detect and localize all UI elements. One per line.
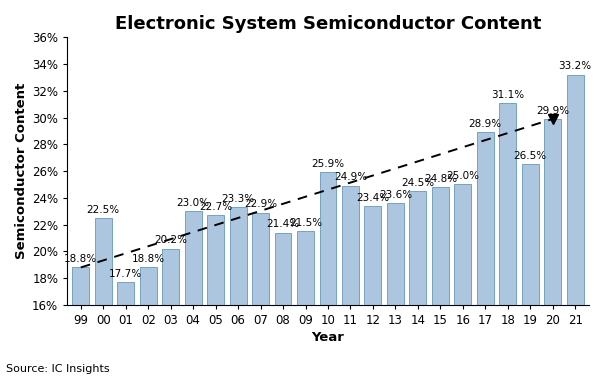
Text: 23.6%: 23.6% bbox=[379, 190, 412, 200]
Bar bbox=[544, 119, 561, 305]
Bar bbox=[477, 132, 494, 305]
Text: 22.9%: 22.9% bbox=[244, 199, 277, 209]
Bar bbox=[454, 184, 471, 305]
Text: 21.4%: 21.4% bbox=[266, 219, 300, 229]
Text: 23.3%: 23.3% bbox=[221, 194, 255, 204]
Text: 17.7%: 17.7% bbox=[109, 269, 142, 279]
Text: 24.5%: 24.5% bbox=[401, 178, 434, 188]
Bar bbox=[140, 268, 157, 305]
Text: 24.9%: 24.9% bbox=[334, 172, 367, 183]
Y-axis label: Semiconductor Content: Semiconductor Content bbox=[15, 83, 28, 259]
Bar bbox=[432, 187, 449, 305]
Bar bbox=[185, 211, 202, 305]
Bar bbox=[230, 207, 246, 305]
Text: 28.9%: 28.9% bbox=[469, 119, 502, 129]
Text: 26.5%: 26.5% bbox=[514, 151, 547, 161]
Text: 31.1%: 31.1% bbox=[491, 90, 524, 99]
Bar bbox=[275, 233, 291, 305]
Bar bbox=[162, 249, 179, 305]
Bar bbox=[252, 212, 269, 305]
Text: 23.4%: 23.4% bbox=[356, 192, 390, 203]
Bar bbox=[72, 268, 89, 305]
Bar bbox=[320, 172, 336, 305]
Bar bbox=[567, 75, 584, 305]
Text: 22.7%: 22.7% bbox=[199, 202, 232, 212]
Bar bbox=[95, 218, 112, 305]
Text: 18.8%: 18.8% bbox=[64, 254, 97, 264]
Text: 23.0%: 23.0% bbox=[177, 198, 210, 208]
Bar bbox=[387, 203, 404, 305]
Bar bbox=[342, 186, 359, 305]
Bar bbox=[207, 215, 224, 305]
Text: 20.2%: 20.2% bbox=[154, 235, 187, 245]
Title: Electronic System Semiconductor Content: Electronic System Semiconductor Content bbox=[115, 15, 541, 33]
Text: 25.0%: 25.0% bbox=[446, 171, 479, 181]
Bar bbox=[297, 231, 314, 305]
Bar bbox=[364, 206, 381, 305]
Bar bbox=[499, 103, 516, 305]
Bar bbox=[522, 164, 539, 305]
Text: 29.9%: 29.9% bbox=[536, 105, 569, 116]
Bar bbox=[409, 191, 426, 305]
Text: 22.5%: 22.5% bbox=[87, 204, 120, 215]
Text: 25.9%: 25.9% bbox=[311, 159, 345, 169]
Text: Source: IC Insights: Source: IC Insights bbox=[6, 364, 109, 374]
Text: 21.5%: 21.5% bbox=[289, 218, 322, 228]
Text: 24.8%: 24.8% bbox=[424, 174, 457, 184]
Text: 18.8%: 18.8% bbox=[132, 254, 165, 264]
Text: 33.2%: 33.2% bbox=[559, 62, 592, 71]
X-axis label: Year: Year bbox=[311, 331, 344, 344]
Bar bbox=[117, 282, 134, 305]
